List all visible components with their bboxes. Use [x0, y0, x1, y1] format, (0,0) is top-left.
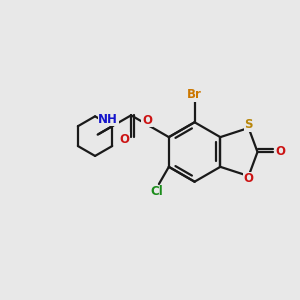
Text: Br: Br [187, 88, 202, 101]
Text: O: O [244, 172, 254, 185]
Text: NH: NH [98, 113, 118, 126]
Text: O: O [275, 146, 285, 158]
Text: O: O [119, 133, 129, 146]
Text: O: O [142, 114, 152, 127]
Text: Cl: Cl [150, 185, 163, 198]
Text: S: S [244, 118, 253, 131]
